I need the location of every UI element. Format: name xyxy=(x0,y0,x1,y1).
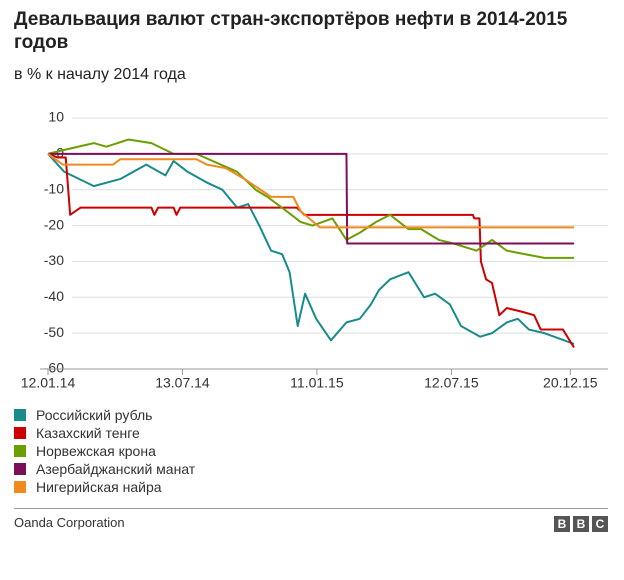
y-tick-label: -30 xyxy=(44,252,64,268)
x-tick-label: 20.12.15 xyxy=(543,375,598,391)
series-line xyxy=(47,152,575,349)
logo-letter: B xyxy=(573,516,589,532)
chart-title: Девальвация валют стран-экспортёров нефт… xyxy=(14,9,568,53)
legend-label: Азербайджанский манат xyxy=(36,461,196,477)
x-tick-label: 13.07.14 xyxy=(155,375,210,391)
legend-item: Казахский тенге xyxy=(14,424,195,442)
chart-subtitle: в % к началу 2014 года xyxy=(14,66,186,83)
y-tick-label: -60 xyxy=(44,360,64,376)
legend-swatch xyxy=(14,409,26,421)
y-tick-label: -40 xyxy=(44,288,64,304)
legend-item: Азербайджанский манат xyxy=(14,460,195,478)
legend-item: Норвежская крона xyxy=(14,442,195,460)
series-line xyxy=(47,153,575,345)
source: Oanda Corporation xyxy=(14,515,125,530)
x-tick-label: 12.07.15 xyxy=(424,375,479,391)
series-line xyxy=(48,152,574,245)
x-tick-label: 11.01.15 xyxy=(290,375,344,391)
logo-letter: C xyxy=(592,516,608,532)
legend-swatch xyxy=(14,481,26,493)
legend-swatch xyxy=(14,463,26,475)
x-tick-label: 12.01.14 xyxy=(21,375,76,391)
series-line xyxy=(47,138,574,259)
series-line xyxy=(47,153,574,229)
legend-label: Казахский тенге xyxy=(36,425,140,441)
legend-label: Российский рубль xyxy=(36,407,153,423)
y-tick-label: -10 xyxy=(44,180,64,196)
legend-swatch xyxy=(14,445,26,457)
y-tick-label: -50 xyxy=(44,324,64,340)
legend-label: Норвежская крона xyxy=(36,443,156,459)
y-tick-label: -20 xyxy=(44,216,64,232)
legend-swatch xyxy=(14,427,26,439)
legend: Российский рубль Казахский тенге Норвежска… xyxy=(14,406,195,496)
legend-label: Нигерийская найра xyxy=(36,479,162,495)
logo-letter: B xyxy=(554,516,570,532)
y-tick-label: 10 xyxy=(48,109,64,125)
footer: Oanda Corporation B B C xyxy=(14,508,608,532)
y-tick-label: 0 xyxy=(56,145,64,161)
legend-item: Российский рубль xyxy=(14,406,195,424)
legend-item: Нигерийская найра xyxy=(14,478,195,496)
logo: B B C xyxy=(554,516,608,532)
